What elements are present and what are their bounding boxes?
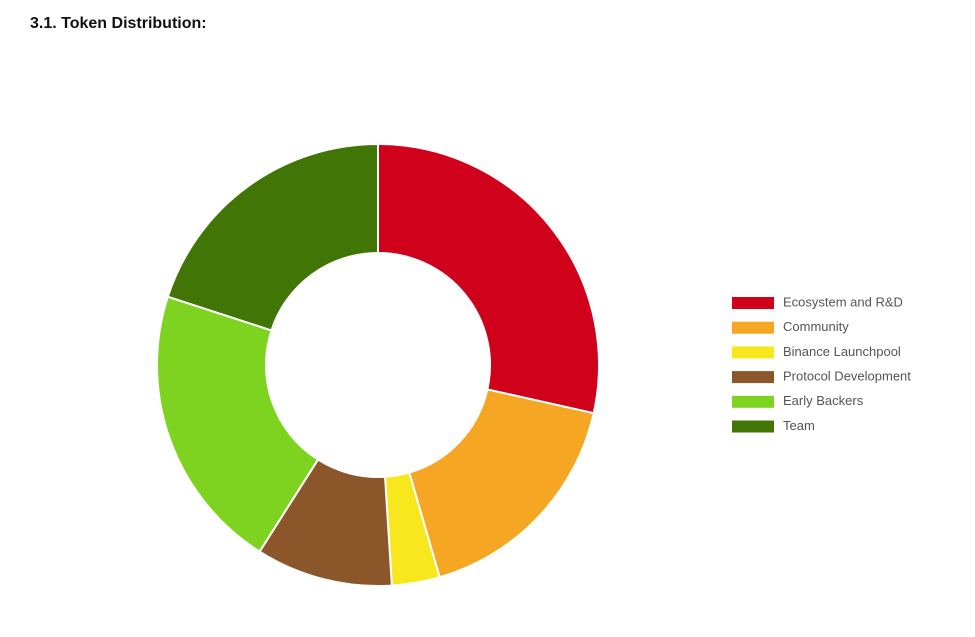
legend-label: Binance Launchpool [783,344,901,359]
legend-label: Ecosystem and R&D [783,294,903,309]
legend-label: Community [783,319,849,334]
donut-slice [377,142,600,415]
donut-slice [408,388,595,579]
legend-swatch [732,395,774,408]
legend-swatch [732,321,774,334]
chart-title: 3.1. Token Distribution: [30,15,207,32]
donut-slice [156,295,320,553]
legend-swatch [732,297,774,309]
donut-slice [166,142,379,332]
legend-label: Early Backers [783,393,864,408]
legend-swatch [732,420,774,433]
legend-swatch [732,371,774,384]
legend-label: Protocol Development [783,369,911,384]
legend-label: Team [783,418,815,433]
legend-swatch [732,346,774,359]
